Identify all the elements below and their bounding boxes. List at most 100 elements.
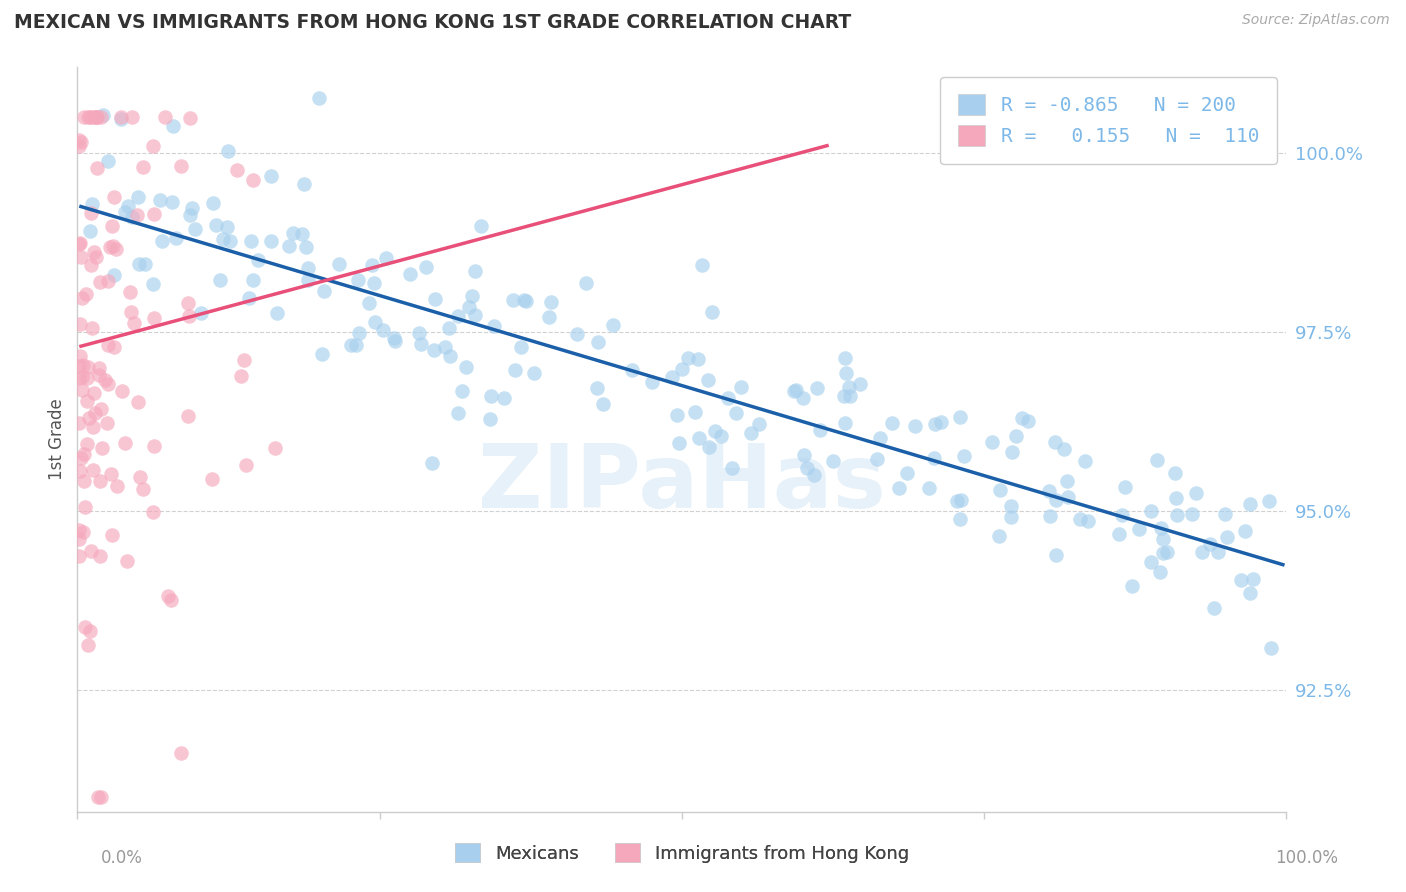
Point	[1043, 435, 1066, 450]
Point	[260, 169, 283, 183]
Point	[82, 419, 104, 434]
Point	[242, 172, 264, 186]
Point	[117, 199, 139, 213]
Point	[160, 593, 183, 607]
Point	[360, 258, 382, 272]
Point	[67, 416, 90, 430]
Point	[783, 384, 806, 399]
Point	[70, 450, 93, 465]
Point	[179, 208, 201, 222]
Point	[204, 218, 226, 232]
Point	[479, 389, 502, 403]
Point	[127, 208, 149, 222]
Point	[80, 110, 103, 124]
Point	[142, 139, 165, 153]
Point	[110, 110, 132, 124]
Point	[170, 747, 193, 761]
Point	[1056, 490, 1078, 504]
Point	[67, 359, 90, 373]
Point	[1152, 532, 1174, 546]
Point	[84, 111, 107, 125]
Point	[931, 416, 953, 430]
Y-axis label: 1st Grade: 1st Grade	[48, 399, 66, 480]
Point	[132, 160, 155, 174]
Point	[291, 227, 314, 241]
Point	[740, 425, 762, 440]
Point	[176, 409, 198, 423]
Point	[67, 237, 90, 252]
Point	[574, 276, 596, 290]
Point	[981, 434, 1004, 449]
Point	[73, 447, 96, 461]
Point	[82, 320, 104, 334]
Point	[586, 381, 609, 395]
Point	[461, 288, 484, 302]
Point	[87, 790, 110, 805]
Point	[311, 347, 333, 361]
Point	[226, 162, 249, 177]
Point	[70, 383, 93, 397]
Point	[1108, 526, 1130, 541]
Point	[503, 363, 526, 377]
Point	[904, 418, 927, 433]
Point	[134, 257, 156, 271]
Point	[1005, 429, 1028, 443]
Point	[721, 460, 744, 475]
Point	[1001, 445, 1024, 459]
Point	[668, 436, 690, 450]
Point	[1000, 499, 1022, 513]
Point	[458, 300, 481, 314]
Point	[86, 110, 108, 124]
Point	[1128, 522, 1150, 536]
Point	[132, 482, 155, 496]
Point	[292, 178, 315, 192]
Point	[240, 235, 263, 249]
Point	[97, 153, 120, 168]
Point	[1185, 486, 1208, 500]
Point	[922, 450, 945, 465]
Point	[69, 235, 91, 250]
Point	[67, 139, 90, 153]
Point	[690, 258, 713, 272]
Point	[120, 305, 142, 319]
Point	[89, 549, 111, 563]
Point	[77, 638, 100, 652]
Point	[69, 317, 91, 331]
Point	[103, 190, 125, 204]
Point	[703, 424, 725, 438]
Point	[67, 532, 90, 546]
Point	[84, 406, 107, 420]
Point	[100, 467, 122, 481]
Point	[100, 240, 122, 254]
Point	[89, 474, 111, 488]
Point	[124, 316, 146, 330]
Point	[87, 361, 110, 376]
Point	[953, 449, 976, 463]
Point	[464, 264, 486, 278]
Point	[77, 110, 100, 124]
Point	[513, 293, 536, 307]
Point	[808, 423, 831, 437]
Point	[887, 481, 910, 495]
Point	[509, 340, 531, 354]
Point	[725, 406, 748, 420]
Point	[94, 373, 117, 387]
Point	[67, 371, 90, 385]
Point	[76, 370, 98, 384]
Point	[502, 293, 524, 307]
Point	[866, 451, 889, 466]
Point	[730, 379, 752, 393]
Point	[79, 224, 101, 238]
Point	[328, 257, 350, 271]
Point	[1139, 504, 1161, 518]
Point	[128, 257, 150, 271]
Point	[987, 529, 1010, 543]
Point	[127, 395, 149, 409]
Point	[1039, 508, 1062, 523]
Point	[384, 334, 406, 349]
Point	[143, 440, 166, 454]
Point	[946, 494, 969, 508]
Point	[565, 326, 588, 341]
Point	[434, 341, 457, 355]
Point	[69, 135, 91, 149]
